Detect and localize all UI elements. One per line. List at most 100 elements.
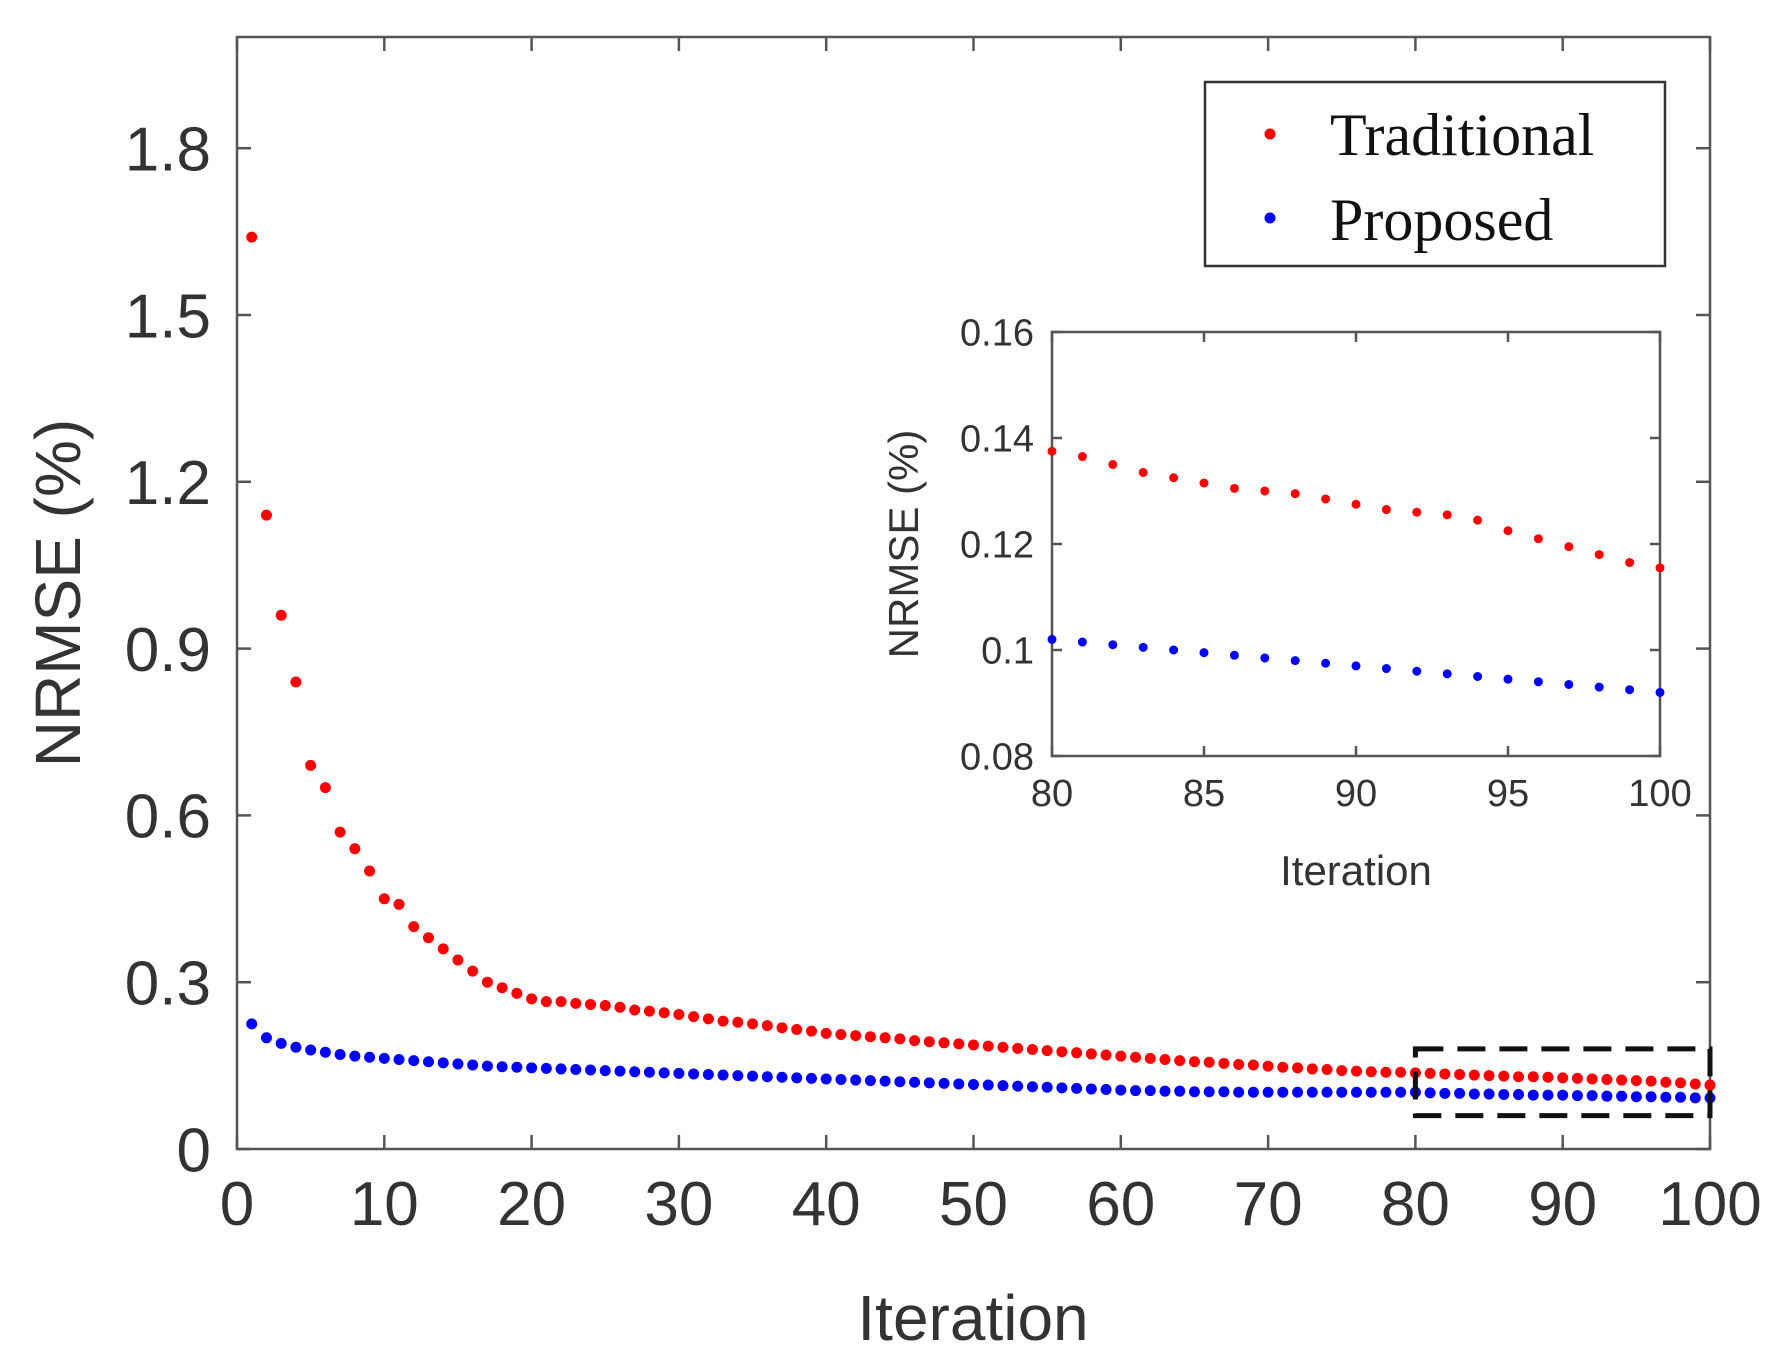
main-x-tick-label: 40 — [792, 1170, 861, 1239]
main-point-proposed — [864, 1075, 876, 1087]
inset-y-tick-label: 0.14 — [960, 419, 1034, 461]
main-point-proposed — [968, 1079, 979, 1091]
main-point-traditional — [1247, 1059, 1259, 1071]
main-point-traditional — [1616, 1074, 1628, 1086]
main-point-traditional — [1483, 1070, 1495, 1082]
main-x-tick-label: 100 — [1658, 1170, 1761, 1239]
main-point-proposed — [1203, 1086, 1215, 1098]
main-x-axis: 0 10 20 30 40 50 60 70 80 90 100 — [220, 37, 1762, 1239]
main-point-proposed — [1292, 1086, 1304, 1098]
zoom-region-box — [1412, 1046, 1713, 1119]
main-point-proposed — [643, 1066, 655, 1078]
inset-point-proposed — [1047, 634, 1057, 644]
main-point-proposed — [997, 1080, 1009, 1092]
main-point-proposed — [1306, 1086, 1318, 1098]
main-x-tick-label: 90 — [1528, 1170, 1597, 1239]
main-point-proposed — [246, 1018, 258, 1030]
inset-x-axis-title: Iteration — [1280, 847, 1432, 894]
main-point-traditional — [1130, 1051, 1142, 1063]
main-point-proposed — [555, 1063, 567, 1075]
main-point-traditional — [1144, 1052, 1156, 1064]
main-point-proposed — [1424, 1087, 1436, 1099]
main-point-proposed — [1571, 1090, 1583, 1102]
main-point-traditional — [555, 996, 567, 1008]
main-point-proposed — [953, 1078, 965, 1090]
inset-point-traditional — [1351, 499, 1361, 509]
main-point-proposed — [1454, 1087, 1466, 1099]
main-point-proposed — [1071, 1082, 1083, 1094]
main-point-traditional — [1395, 1066, 1407, 1078]
main-point-traditional — [1218, 1057, 1230, 1069]
inset-data-points — [1047, 446, 1665, 697]
main-y-axis-title: NRMSE (%) — [22, 419, 94, 767]
inset-plot: 80 85 90 95 100 0.08 0.1 0.12 0.14 0.16 Iteratio… — [880, 313, 1692, 894]
main-point-traditional — [791, 1023, 803, 1035]
main-point-proposed — [481, 1060, 493, 1072]
main-point-proposed — [717, 1069, 729, 1081]
main-point-proposed — [1513, 1089, 1525, 1101]
main-point-traditional — [1454, 1068, 1466, 1080]
main-point-traditional — [378, 893, 390, 905]
main-point-traditional — [658, 1007, 670, 1019]
inset-point-traditional — [1229, 483, 1239, 493]
inset-point-proposed — [1108, 640, 1118, 650]
main-point-proposed — [1365, 1086, 1377, 1098]
main-point-traditional — [1012, 1042, 1024, 1054]
main-point-proposed — [761, 1071, 773, 1083]
inset-point-proposed — [1351, 661, 1361, 671]
main-point-traditional — [643, 1005, 655, 1017]
main-point-proposed — [319, 1046, 331, 1058]
main-point-traditional — [850, 1030, 862, 1042]
main-point-traditional — [835, 1028, 847, 1040]
main-point-traditional — [894, 1033, 906, 1045]
main-point-proposed — [585, 1064, 597, 1076]
main-point-traditional — [275, 609, 287, 621]
main-point-proposed — [1601, 1090, 1613, 1102]
main-point-proposed — [437, 1057, 449, 1069]
main-point-traditional — [1630, 1075, 1642, 1087]
main-point-traditional — [467, 965, 479, 977]
main-point-proposed — [850, 1074, 862, 1086]
main-point-proposed — [982, 1079, 994, 1091]
main-point-proposed — [1321, 1086, 1333, 1098]
main-point-traditional — [1645, 1075, 1657, 1087]
main-point-proposed — [1233, 1086, 1245, 1098]
main-point-proposed — [1188, 1086, 1200, 1098]
main-x-tick-label: 0 — [220, 1170, 254, 1239]
legend-label-proposed: Proposed — [1330, 187, 1553, 253]
main-point-traditional — [953, 1038, 965, 1050]
inset-point-proposed — [1625, 685, 1635, 695]
main-x-axis-title: Iteration — [857, 1282, 1088, 1354]
main-point-proposed — [1689, 1092, 1701, 1104]
main-point-proposed — [629, 1066, 641, 1078]
inset-point-proposed — [1503, 674, 1513, 684]
main-point-proposed — [408, 1055, 420, 1067]
main-point-traditional — [393, 898, 405, 910]
main-point-proposed — [1645, 1091, 1657, 1103]
main-x-tick-label: 80 — [1381, 1170, 1450, 1239]
inset-x-tick-label: 100 — [1628, 773, 1691, 815]
main-point-traditional — [319, 782, 331, 794]
inset-point-proposed — [1138, 642, 1148, 652]
main-point-proposed — [702, 1068, 714, 1080]
inset-point-traditional — [1260, 486, 1270, 496]
main-point-proposed — [364, 1051, 376, 1063]
main-point-proposed — [393, 1053, 405, 1065]
main-point-proposed — [305, 1044, 317, 1056]
main-point-traditional — [776, 1022, 788, 1034]
inset-point-traditional — [1108, 460, 1118, 469]
main-point-traditional — [1159, 1053, 1171, 1065]
inset-x-tick-label: 80 — [1031, 773, 1073, 815]
main-point-traditional — [1233, 1058, 1245, 1070]
main-point-traditional — [997, 1041, 1009, 1053]
main-point-proposed — [334, 1048, 346, 1060]
main-point-traditional — [1321, 1063, 1333, 1075]
main-point-proposed — [511, 1061, 523, 1073]
main-point-traditional — [629, 1004, 641, 1016]
main-point-traditional — [1498, 1070, 1510, 1082]
main-point-proposed — [349, 1050, 361, 1062]
main-point-traditional — [923, 1036, 935, 1048]
main-point-traditional — [702, 1013, 714, 1025]
main-point-proposed — [452, 1058, 464, 1070]
